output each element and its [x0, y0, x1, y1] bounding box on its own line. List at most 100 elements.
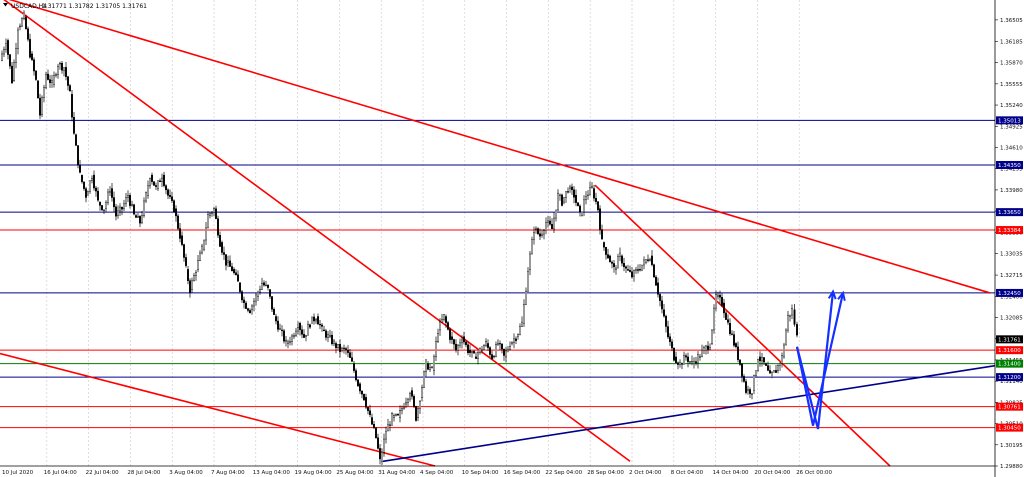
candle-body [61, 62, 64, 71]
candle-body [17, 29, 20, 49]
projection-arrows[interactable] [795, 289, 846, 430]
candle-body [74, 134, 77, 146]
candle-body [395, 413, 398, 416]
candle-body [551, 224, 554, 230]
candle-body [389, 424, 392, 426]
level-price-text: 1.34350 [998, 163, 1021, 169]
candle-body [523, 304, 526, 324]
candle-body [212, 207, 215, 213]
candle-body [713, 307, 716, 331]
candle-body [375, 427, 378, 439]
candle-body [469, 349, 472, 353]
candle-body [541, 233, 544, 236]
candle-body [791, 308, 794, 316]
candle-body [182, 244, 185, 258]
candle-body [345, 348, 348, 350]
trendline[interactable] [382, 364, 996, 463]
candle-body [55, 74, 58, 76]
candle-body [3, 49, 6, 55]
candle-body [641, 264, 644, 271]
candle-body [116, 210, 119, 216]
candle-body [238, 282, 241, 292]
candle-body [787, 314, 790, 331]
candle-body [747, 389, 750, 391]
candle-body [59, 62, 62, 65]
candle-body [405, 402, 408, 405]
candle-body [275, 316, 278, 322]
candle-body [743, 376, 746, 382]
candle-body [397, 413, 400, 416]
candle-body [735, 343, 738, 348]
candle-body [383, 438, 386, 453]
candle-body [727, 319, 730, 323]
candle-body [457, 344, 460, 351]
candle-body [465, 341, 468, 345]
candle-body [47, 73, 50, 80]
grid [46, 0, 800, 466]
candle-body [561, 194, 564, 206]
candle-body [172, 200, 175, 213]
candle-body [705, 345, 708, 351]
candle-body [315, 319, 318, 322]
level-price-tag [996, 423, 1023, 432]
candle-body [102, 209, 105, 211]
candle-body [617, 256, 620, 269]
candle-body [263, 282, 266, 286]
candle-body [31, 53, 34, 60]
candle-body [208, 213, 211, 216]
trendline[interactable] [594, 184, 891, 467]
candle-body [162, 174, 165, 186]
candle-body [130, 204, 133, 206]
candle-body [232, 269, 235, 273]
price-tick-label: 1.29880 [1000, 464, 1023, 470]
candle-body [627, 269, 630, 271]
time-tick-label: 8 Oct 04:00 [671, 470, 704, 476]
candle-body [783, 344, 786, 358]
candle-body [731, 333, 734, 335]
candle-body [489, 347, 492, 355]
candle-body [188, 280, 191, 293]
level-price-text: 1.33384 [998, 228, 1021, 234]
candle-body [45, 74, 48, 88]
projection-arrow[interactable] [795, 291, 835, 430]
projection-arrow[interactable] [795, 292, 845, 426]
candle-body [174, 208, 177, 217]
candle-body [291, 335, 294, 342]
symbol-menu-icon[interactable] [3, 3, 8, 7]
candle-body [393, 415, 396, 418]
trendlines[interactable] [0, 0, 996, 467]
candle-body [571, 186, 574, 190]
candle-body [361, 390, 364, 395]
candle-body [371, 417, 374, 425]
candle-body [317, 316, 320, 325]
candle-body [64, 67, 67, 77]
trendline[interactable] [0, 0, 631, 462]
candle-body [53, 75, 56, 85]
candle-body [711, 329, 714, 344]
candle-body [96, 190, 99, 201]
level-price-tag [996, 373, 1023, 382]
horizontal-levels[interactable] [0, 119, 995, 429]
candle-body [779, 363, 782, 366]
candle-body [749, 389, 752, 394]
candle-body [581, 211, 584, 216]
candle-body [771, 371, 774, 378]
candle-body [725, 312, 728, 320]
candle-body [150, 174, 153, 182]
candle-body [411, 390, 414, 397]
time-tick-label: 16 Jul 04:00 [44, 470, 77, 476]
candle-body [92, 174, 95, 189]
candle-body [285, 339, 288, 342]
candle-body [429, 367, 432, 370]
candle-body [128, 195, 131, 206]
candle-body [785, 329, 788, 346]
candle-body [441, 319, 444, 323]
trendline[interactable] [0, 0, 991, 294]
candle-body [481, 349, 484, 351]
candle-body [140, 215, 143, 223]
trendline[interactable] [0, 352, 436, 467]
level-price-text: 1.31600 [998, 348, 1021, 354]
candle-body [699, 356, 702, 358]
candle-body [214, 208, 217, 219]
